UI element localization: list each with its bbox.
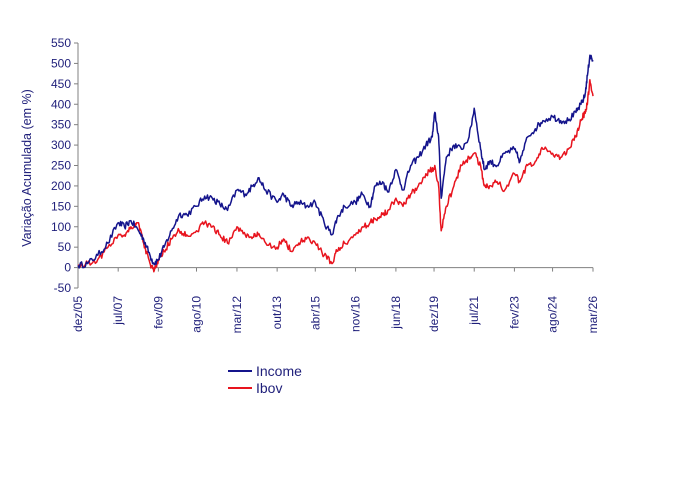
y-axis: -50 0 50 100 150 200 250 300 350 400 450 500 550	[51, 36, 79, 295]
y-tick-label: -50	[54, 281, 72, 295]
legend: Income Ibov	[228, 363, 302, 396]
x-tick-label: dez/19	[427, 296, 441, 332]
y-tick-label: 450	[51, 77, 71, 91]
x-tick-label: mar/12	[230, 296, 244, 334]
y-tick-label: 500	[51, 56, 71, 70]
legend-label-income: Income	[256, 363, 302, 379]
y-tick-label: 300	[51, 138, 71, 152]
x-tick-label: out/13	[270, 296, 284, 330]
y-tick-label: 150	[51, 199, 71, 213]
y-tick-label: 350	[51, 118, 71, 132]
legend-label-ibov: Ibov	[256, 380, 282, 396]
x-tick-label: ago/24	[546, 296, 560, 333]
x-axis: dez/05 jul/07 fev/09 ago/10 mar/12 out/13 abr/…	[71, 267, 600, 334]
x-tick-label: jun/18	[389, 296, 403, 330]
y-tick-label: 0	[64, 261, 71, 275]
x-tick-label: fev/09	[151, 296, 165, 329]
y-tick-label: 550	[51, 36, 71, 50]
x-tick-label: dez/05	[71, 296, 85, 332]
y-tick-label: 400	[51, 97, 71, 111]
y-axis-label: Variação Acumulada (em %)	[20, 89, 34, 246]
series-layer	[77, 54, 594, 273]
y-tick-label: 250	[51, 159, 71, 173]
x-tick-label: jul/07	[111, 296, 125, 326]
series-line-ibov	[77, 79, 594, 273]
y-tick-label: 50	[58, 240, 72, 254]
x-tick-label: fev/23	[507, 296, 521, 329]
x-tick-label: abr/15	[308, 296, 322, 330]
x-tick-label: mar/26	[586, 296, 600, 334]
y-tick-label: 100	[51, 220, 71, 234]
series-line-income	[77, 54, 594, 269]
x-tick-label: jul/21	[467, 296, 481, 326]
y-tick-label: 200	[51, 179, 71, 193]
x-tick-label: ago/10	[190, 296, 204, 333]
x-tick-label: nov/16	[348, 296, 362, 332]
